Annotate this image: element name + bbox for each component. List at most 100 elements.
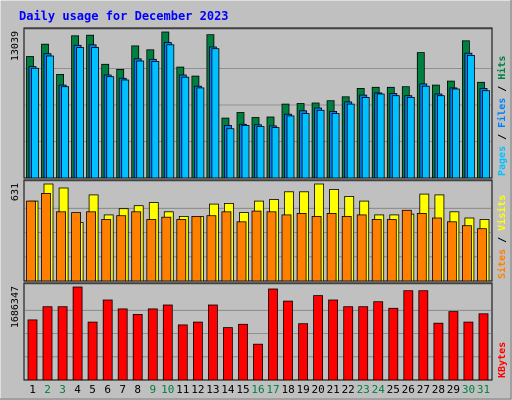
bar-pages [391, 95, 400, 179]
bar-pages [376, 93, 385, 179]
bar-kbytes [433, 322, 444, 381]
bar-sites [356, 214, 367, 282]
bar-sites [101, 219, 112, 282]
x-tick-label: 10 [161, 383, 174, 396]
bar-pages [151, 61, 160, 179]
bar-pages [136, 60, 145, 179]
bar-sites [371, 219, 382, 282]
legend-entry: / [497, 80, 508, 98]
x-tick-label: 9 [149, 383, 156, 396]
bar-kbytes [162, 304, 173, 381]
x-tick-label: 12 [191, 383, 204, 396]
bar-sites [251, 210, 262, 282]
x-tick-label: 26 [402, 383, 415, 396]
panel-middle: 631 Sites / Visits [10, 179, 508, 282]
bar-pages [451, 88, 460, 179]
x-tick-label: 1 [29, 383, 36, 396]
bar-kbytes [373, 301, 384, 381]
x-tick-label: 29 [447, 383, 460, 396]
bar-sites [146, 219, 157, 282]
x-tick-label: 30 [462, 383, 475, 396]
panel-top: 13039 Pages / Files / Hits [10, 27, 508, 179]
bar-pages [211, 48, 220, 179]
x-tick-label: 20 [311, 383, 324, 396]
bar-pages [286, 115, 295, 179]
bar-kbytes [358, 306, 369, 381]
legend-entry: / [497, 128, 508, 146]
legend-entry: Files [496, 98, 508, 128]
chart-title: Daily usage for December 2023 [19, 9, 229, 23]
x-tick-label: 31 [477, 383, 490, 396]
bar-kbytes [328, 299, 339, 381]
bar-pages [346, 103, 355, 179]
bar-kbytes [87, 321, 98, 381]
x-tick-label: 6 [104, 383, 111, 396]
bar-pages [406, 97, 415, 179]
bar-sites [71, 212, 81, 282]
bar-kbytes [283, 300, 293, 381]
bar-kbytes [102, 299, 113, 381]
bar-sites [236, 221, 247, 282]
chart-panels: 13039 Pages / Files / Hits 631 Sites / Visi… [10, 27, 508, 381]
axis-max-label-top: 13039 [10, 31, 21, 61]
bar-pages [316, 109, 325, 179]
bar-kbytes [42, 306, 53, 381]
bar-sites [56, 211, 66, 282]
bar-pages [106, 76, 115, 179]
bar-kbytes [177, 324, 188, 381]
bar-pages [421, 85, 430, 179]
x-axis-labels: 1 2 3 4 5 6 7 8 9 10 11 12 13 14 15 16 17 18 19 20 21 22 23 24 2… [29, 383, 490, 396]
x-tick-label: 25 [387, 383, 400, 396]
bar-kbytes [448, 311, 459, 381]
bar-pages [301, 113, 310, 179]
legend-entry: Hits [496, 56, 508, 80]
bar-pages [436, 95, 445, 179]
bar-sites [386, 219, 397, 282]
bar-sites [431, 217, 442, 282]
x-tick-label: 13 [206, 383, 219, 396]
legend-entry: Pages [497, 146, 508, 176]
bar-sites [477, 228, 487, 282]
legend-entry: Sites [496, 249, 508, 279]
bar-sites [176, 219, 187, 282]
bar-kbytes [117, 308, 128, 381]
bar-sites [401, 209, 412, 282]
x-tick-label: 11 [176, 383, 189, 396]
x-tick-label: 5 [89, 383, 96, 396]
x-tick-label: 23 [357, 383, 370, 396]
bar-kbytes [313, 295, 324, 381]
bar-pages [31, 67, 39, 179]
bar-pages [76, 47, 84, 179]
bar-kbytes [192, 321, 203, 381]
legend-entry: / [497, 231, 508, 249]
bar-pages [256, 126, 265, 179]
x-tick-label: 2 [44, 383, 51, 396]
bar-kbytes [147, 308, 158, 381]
bar-pages [121, 79, 130, 179]
bar-kbytes [238, 323, 248, 381]
bar-sites [281, 214, 292, 282]
x-tick-label: 19 [296, 383, 309, 396]
x-tick-label: 3 [59, 383, 66, 396]
axis-max-label-middle: 631 [10, 183, 21, 201]
bar-pages [226, 128, 235, 179]
x-tick-label: 14 [221, 383, 235, 396]
x-tick-label: 18 [281, 383, 294, 396]
bar-pages [361, 97, 370, 179]
bar-pages [196, 87, 205, 179]
bar-sites [341, 215, 352, 282]
bar-kbytes [298, 323, 309, 381]
x-tick-label: 28 [432, 383, 445, 396]
bar-kbytes [27, 319, 38, 381]
bar-kbytes [207, 304, 218, 381]
legend-entry: KBytes [497, 342, 508, 378]
bar-sites [41, 192, 51, 282]
bar-kbytes [132, 313, 143, 381]
bar-sites [161, 216, 172, 282]
bar-pages [331, 113, 340, 179]
x-tick-label: 15 [236, 383, 249, 396]
bar-pages [241, 125, 250, 179]
bar-kbytes [268, 288, 278, 381]
bar-pages [271, 127, 280, 179]
bar-sites [206, 215, 217, 282]
